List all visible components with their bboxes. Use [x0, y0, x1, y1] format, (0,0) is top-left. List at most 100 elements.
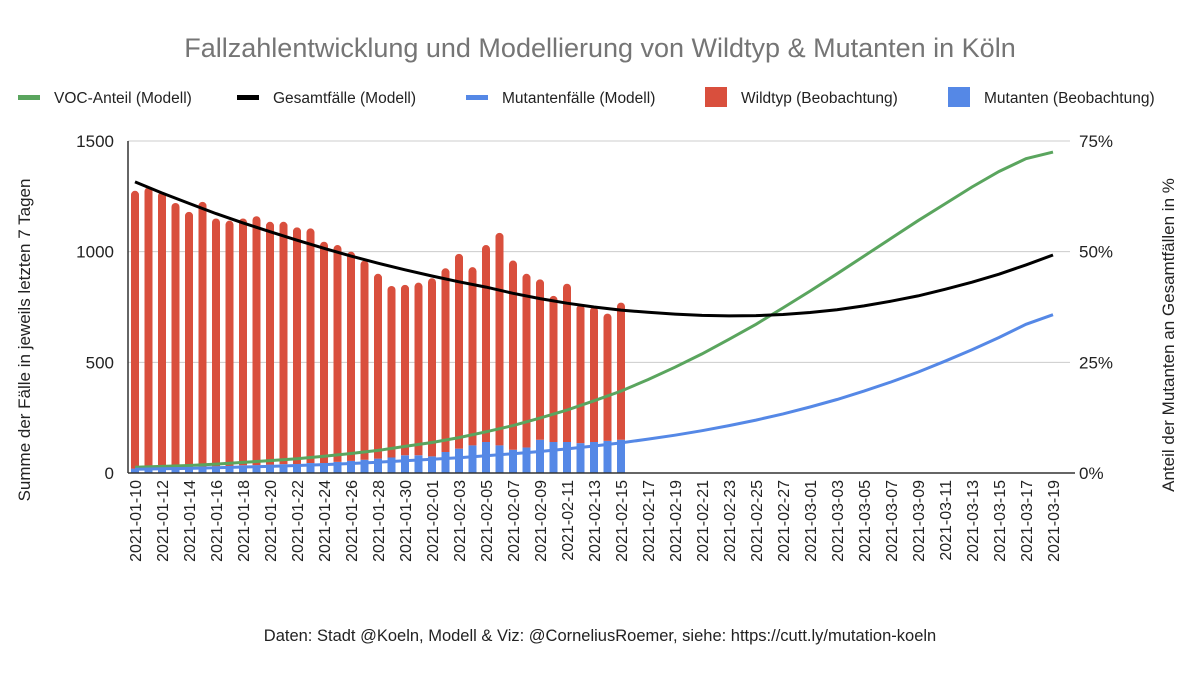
- x-tick-label: 2021-03-03: [830, 480, 847, 562]
- bar-mutanten: [536, 439, 544, 473]
- legend-swatch-bar: [948, 87, 970, 107]
- x-tick-label: 2021-01-22: [290, 480, 307, 562]
- x-tick-label: 2021-03-19: [1046, 480, 1063, 562]
- bar-wildtyp: [482, 245, 490, 443]
- y-tick-label-right: 0%: [1079, 464, 1104, 483]
- x-tick-label: 2021-03-01: [803, 480, 820, 562]
- bar-mutanten: [387, 457, 396, 473]
- x-tick-label: 2021-02-09: [533, 480, 550, 562]
- y-tick-label-right: 50%: [1079, 243, 1113, 262]
- bar-wildtyp: [428, 278, 436, 457]
- model-lines: [134, 150, 1054, 471]
- legend-label: VOC-Anteil (Modell): [54, 90, 192, 107]
- x-tick-label: 2021-03-11: [938, 480, 955, 561]
- bar-wildtyp: [293, 227, 301, 465]
- x-tick-label: 2021-02-25: [749, 480, 766, 562]
- bar-wildtyp: [576, 304, 585, 444]
- bar-mutanten: [495, 445, 504, 473]
- bar-mutanten: [603, 440, 612, 473]
- bar-wildtyp: [468, 267, 477, 446]
- footer-credits: Daten: Stadt @Koeln, Modell & Viz: @Corn…: [264, 627, 936, 645]
- y-tick-label-left: 500: [86, 353, 114, 372]
- y-tick-label-left: 0: [105, 464, 114, 483]
- x-tick-label: 2021-01-14: [182, 480, 199, 562]
- bar-wildtyp: [171, 202, 180, 468]
- bar-wildtyp: [306, 228, 315, 464]
- x-tick-label: 2021-02-03: [452, 480, 469, 562]
- x-tick-label: 2021-01-26: [344, 480, 361, 562]
- x-tick-label: 2021-03-17: [1019, 480, 1036, 562]
- bar-wildtyp: [185, 211, 193, 468]
- x-tick-label: 2021-02-15: [614, 480, 631, 562]
- x-tick-label: 2021-01-28: [371, 480, 388, 562]
- bar-wildtyp: [360, 260, 369, 460]
- x-tick-label: 2021-01-24: [317, 480, 334, 562]
- bar-wildtyp: [333, 245, 342, 462]
- x-tick-label: 2021-02-05: [479, 480, 496, 562]
- y-axis-title-left: Summe der Fälle in jeweils letzten 7 Tag…: [15, 179, 34, 502]
- bar-wildtyp: [617, 302, 625, 440]
- bar-wildtyp: [387, 285, 396, 458]
- x-tick-label: 2021-01-10: [128, 480, 145, 562]
- bar-mutanten: [482, 442, 490, 473]
- bar-mutanten: [414, 455, 423, 473]
- x-tick-label: 2021-02-07: [506, 480, 523, 562]
- x-tick-label: 2021-02-17: [641, 480, 658, 562]
- x-tick-label: 2021-03-15: [992, 480, 1009, 562]
- x-tick-label: 2021-02-19: [668, 480, 685, 562]
- bar-wildtyp: [279, 221, 288, 465]
- bar-wildtyp: [347, 251, 355, 461]
- bar-mutanten: [576, 443, 585, 473]
- bar-mutanten: [563, 442, 571, 473]
- x-tick-label: 2021-01-12: [155, 480, 172, 562]
- y-axis-title-right: Anteil der Mutanten an Gesamtfällen in %: [1159, 178, 1178, 492]
- chart-title: Fallzahlentwicklung und Modellierung von…: [184, 33, 1015, 63]
- y-tick-label-left: 1500: [76, 132, 114, 151]
- bar-wildtyp: [455, 253, 463, 449]
- y-tick-label-right: 75%: [1079, 132, 1113, 151]
- legend-label: Mutanten (Beobachtung): [984, 90, 1155, 107]
- x-tick-label: 2021-03-05: [857, 480, 874, 562]
- bar-mutanten: [590, 442, 598, 473]
- legend-label: Gesamtfälle (Modell): [273, 90, 416, 107]
- bar-wildtyp: [401, 284, 409, 456]
- legend-label: Wildtyp (Beobachtung): [741, 90, 898, 107]
- bar-wildtyp: [603, 313, 612, 441]
- x-tick-label: 2021-02-21: [695, 480, 712, 562]
- bar-wildtyp: [212, 218, 220, 467]
- bar-wildtyp: [198, 201, 207, 467]
- bar-mutanten: [468, 445, 477, 473]
- x-tick-label: 2021-01-30: [398, 480, 415, 562]
- x-tick-label: 2021-01-16: [209, 480, 226, 562]
- bar-mutanten: [401, 455, 409, 473]
- legend-swatch-bar: [705, 87, 727, 107]
- line-mutantenfaelle: [134, 313, 1054, 471]
- bar-wildtyp: [563, 283, 571, 443]
- legend-swatch-line: [18, 95, 40, 100]
- bar-wildtyp: [549, 295, 558, 443]
- bar-wildtyp: [158, 191, 166, 469]
- legend-label: Mutantenfälle (Modell): [502, 90, 655, 107]
- legend-swatch-line: [237, 95, 259, 100]
- x-tick-label: 2021-02-01: [425, 480, 442, 562]
- legend: VOC-Anteil (Modell) Gesamtfälle (Modell) M…: [18, 87, 1155, 107]
- x-tick-label: 2021-02-11: [560, 480, 577, 561]
- x-tick-label: 2021-02-23: [722, 480, 739, 562]
- bar-wildtyp: [414, 282, 423, 456]
- bar-wildtyp: [374, 273, 382, 459]
- bar-mutanten: [509, 449, 517, 473]
- gridlines: 0 500 1000 1500 0% 25% 50% 75%: [76, 132, 1113, 483]
- bar-mutanten: [549, 442, 558, 473]
- x-tick-label: 2021-03-07: [884, 480, 901, 562]
- legend-swatch-line: [466, 95, 488, 100]
- bar-wildtyp: [509, 260, 517, 450]
- bar-wildtyp: [225, 220, 234, 467]
- bar-wildtyp: [522, 273, 531, 448]
- bar-wildtyp: [590, 307, 598, 443]
- bar-mutanten: [455, 448, 463, 473]
- bar-wildtyp: [495, 232, 504, 446]
- x-tick-label: 2021-02-13: [587, 480, 604, 562]
- x-tick-label: 2021-01-18: [236, 480, 253, 562]
- y-tick-label-left: 1000: [76, 243, 114, 262]
